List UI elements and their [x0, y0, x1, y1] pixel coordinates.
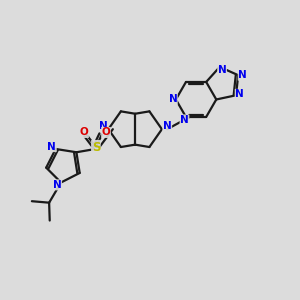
Text: N: N: [53, 180, 62, 190]
Text: N: N: [180, 115, 189, 125]
Text: N: N: [47, 142, 56, 152]
Text: N: N: [235, 89, 244, 99]
Text: N: N: [169, 94, 177, 104]
Text: S: S: [92, 140, 100, 154]
Text: N: N: [163, 121, 172, 131]
Text: O: O: [102, 128, 110, 137]
Text: N: N: [218, 65, 226, 75]
Text: N: N: [238, 70, 247, 80]
Text: O: O: [80, 128, 88, 137]
Text: N: N: [99, 121, 107, 131]
